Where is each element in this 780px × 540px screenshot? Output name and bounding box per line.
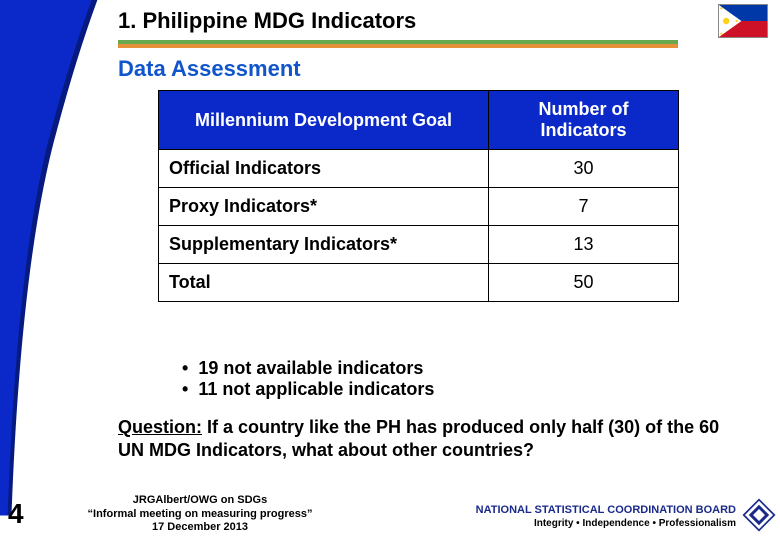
bullet-item: • 11 not applicable indicators [178,379,434,400]
footer-left: JRGAlbert/OWG on SDGs “Informal meeting … [55,494,345,534]
subtitle: Data Assessment [118,56,301,82]
slide: 1. Philippine MDG Indicators Data Assess… [0,0,780,540]
row-value: 13 [489,226,679,264]
question-label: Question: [118,417,202,437]
table-header-count: Number of Indicators [489,91,679,150]
row-value: 30 [489,150,679,188]
row-value: 7 [489,188,679,226]
table-row: Supplementary Indicators* 13 [159,226,679,264]
notes-bullets: • 19 not available indicators • 11 not a… [178,358,434,400]
left-accent-shape [0,0,105,515]
page-number: 4 [8,498,24,530]
table-header-goal: Millennium Development Goal [159,91,489,150]
footer-date: 17 December 2013 [55,521,345,534]
footer-right: NATIONAL STATISTICAL COORDINATION BOARD … [476,504,736,530]
title-underline-bottom [118,44,678,48]
question-text: If a country like the PH has produced on… [118,417,719,460]
indicator-table: Millennium Development Goal Number of In… [158,90,678,302]
title-bar: 1. Philippine MDG Indicators [118,4,772,44]
table-row: Proxy Indicators* 7 [159,188,679,226]
table-row: Total 50 [159,264,679,302]
philippines-flag-icon [718,4,768,38]
nscb-logo-icon [742,498,776,532]
row-label: Proxy Indicators* [159,188,489,226]
footer-org: NATIONAL STATISTICAL COORDINATION BOARD [476,504,736,518]
footer-motto: Integrity • Independence • Professionali… [476,518,736,531]
row-label: Total [159,264,489,302]
footer-author: JRGAlbert/OWG on SDGs [55,494,345,507]
page-title: 1. Philippine MDG Indicators [118,4,772,40]
row-value: 50 [489,264,679,302]
question-paragraph: Question: If a country like the PH has p… [118,416,750,461]
footer-event: “Informal meeting on measuring progress” [55,508,345,521]
row-label: Supplementary Indicators* [159,226,489,264]
table-row: Official Indicators 30 [159,150,679,188]
bullet-item: • 19 not available indicators [178,358,434,379]
row-label: Official Indicators [159,150,489,188]
bullet-text: 19 not available indicators [198,358,423,378]
bullet-text: 11 not applicable indicators [198,379,434,399]
